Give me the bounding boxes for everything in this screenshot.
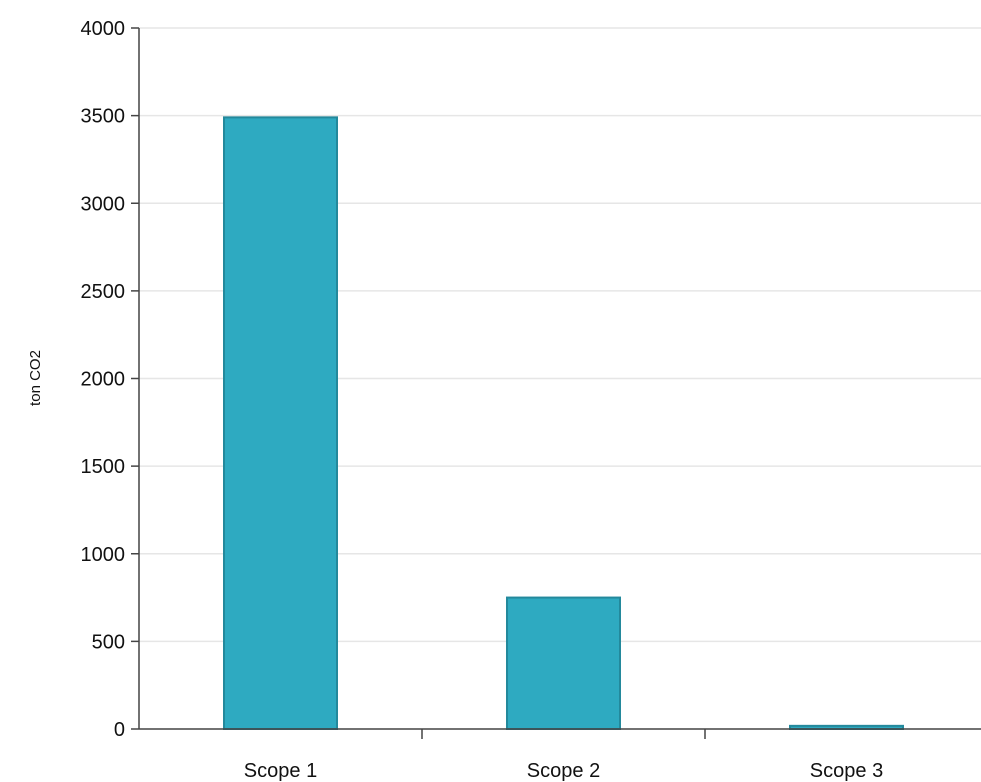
x-tick-label-1: Scope 2 — [527, 760, 600, 782]
bar-scope-1 — [223, 116, 338, 730]
x-tick-label-2: Scope 3 — [810, 760, 883, 782]
y-tick-labels: 0 500 1000 1500 2000 2500 3000 3500 4000 — [81, 18, 126, 741]
y-tick-label-6: 3000 — [81, 193, 126, 215]
axes — [131, 27, 981, 739]
y-tick-label-1: 500 — [92, 631, 125, 653]
y-tick-label-2: 1000 — [81, 544, 126, 566]
bars — [223, 116, 904, 731]
y-axis-title: ton CO2 — [27, 350, 44, 406]
y-tick-label-4: 2000 — [81, 369, 126, 391]
y-tick-label-7: 3500 — [81, 106, 126, 128]
y-tick-label-8: 4000 — [81, 18, 126, 40]
x-tick-label-0: Scope 1 — [244, 760, 317, 782]
y-tick-label-5: 2500 — [81, 281, 126, 303]
x-tick-labels: Scope 1 Scope 2 Scope 3 — [244, 760, 883, 782]
y-tick-label-3: 1500 — [81, 456, 126, 478]
y-tick-label-0: 0 — [114, 719, 125, 741]
bar-scope-2 — [506, 596, 621, 730]
